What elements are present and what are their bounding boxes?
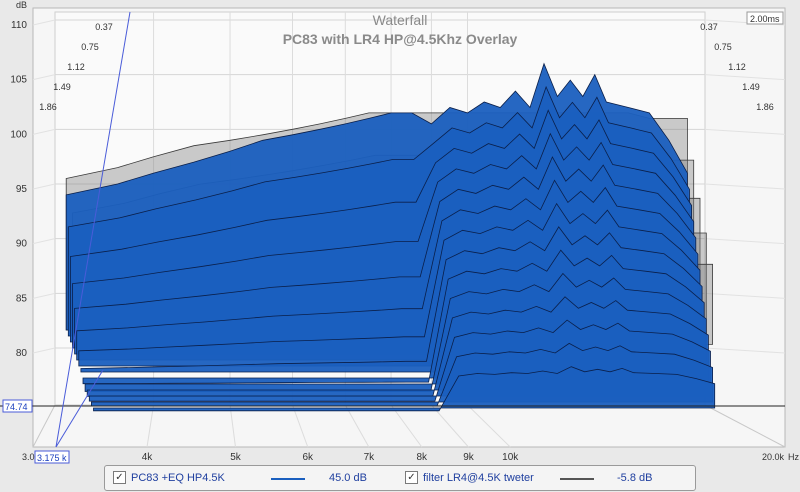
- time-label-box: [746, 11, 784, 25]
- grid-line-h-side: [32, 347, 56, 354]
- x-cursor-value: 3.175 k: [37, 453, 67, 463]
- depth-edge: [704, 404, 786, 448]
- depth-edge: [32, 404, 56, 448]
- waterfall-slices: [65, 62, 716, 412]
- time-tick-label-right: 1.49: [742, 82, 760, 92]
- grid-line-floor: [146, 404, 155, 448]
- x-tick-label: 5k: [230, 452, 242, 463]
- grid-line-h-side: [32, 19, 56, 26]
- grid-line-h-side: [32, 292, 56, 299]
- y-tick-label: 105: [10, 75, 27, 86]
- time-tick-label-left: 1.86: [39, 102, 57, 112]
- cursor-line-floor: [55, 369, 104, 448]
- x-tick-label: 7k: [364, 452, 376, 463]
- cursor-line-vertical: [55, 11, 131, 448]
- chart-subtitle: PC83 with LR4 HP@4.5Khz Overlay: [283, 31, 518, 47]
- y-tick-label: 90: [16, 239, 28, 250]
- axes: 0.37 0.75 1.12 1.49 1.86 0.37 0.75 1.12 1.49 1.86…: [0, 0, 799, 464]
- grid-line-floor: [292, 404, 309, 448]
- legend-value-filter: -5.8 dB: [617, 472, 653, 484]
- legend-label-filter: filter LR4@4.5K tweter: [423, 472, 534, 484]
- y-axis-label: dB: [16, 0, 27, 10]
- time-tick-label-left: 1.49: [53, 82, 71, 92]
- grid-line-h-side: [704, 347, 786, 354]
- grid-line-h-side: [32, 183, 56, 190]
- grid-line-h-side: [32, 74, 56, 81]
- time-tick-label-left: 0.37: [95, 22, 113, 32]
- pc83-slice: [93, 366, 716, 412]
- y-tick-label: 80: [16, 348, 28, 359]
- y-tick-label: 95: [16, 184, 28, 195]
- checkbox-filter[interactable]: ✓: [405, 471, 418, 484]
- time-axis-label: 2.00ms: [750, 14, 780, 24]
- legend-label-pc83: PC83 +EQ HP4.5K: [131, 472, 225, 484]
- x-tick-label: 6k: [302, 452, 314, 463]
- y-tick-label: 85: [16, 293, 28, 304]
- legend: ✓ PC83 +EQ HP4.5K 45.0 dB ✓ filter LR4@4…: [104, 465, 696, 491]
- time-tick-label-right: 0.75: [714, 42, 732, 52]
- time-tick-label-left: 0.75: [81, 42, 99, 52]
- grid-line-floor: [344, 404, 370, 448]
- x-tick-label: 4k: [142, 452, 154, 463]
- x-start-label: 3.0: [22, 452, 35, 462]
- y-cursor-value: 74.74: [5, 402, 28, 412]
- grid-line-floor: [431, 404, 469, 448]
- grid-line-floor: [229, 404, 236, 448]
- time-tick-label-right: 0.37: [700, 22, 718, 32]
- grid-line-h-side: [704, 238, 786, 245]
- legend-value-pc83: 45.0 dB: [329, 472, 367, 484]
- legend-swatch-filter: [560, 478, 594, 480]
- grid-line-h-side: [704, 128, 786, 135]
- grid-line-h-side: [704, 292, 786, 299]
- x-end-label: 20.0k: [762, 452, 785, 462]
- grid-line-h-side: [32, 238, 56, 245]
- grid-line-h-side: [32, 128, 56, 135]
- x-tick-label: 9k: [463, 452, 475, 463]
- legend-item-pc83[interactable]: ✓ PC83 +EQ HP4.5K 45.0 dB: [113, 470, 373, 486]
- y-tick-label: 100: [10, 129, 27, 140]
- y-tick-label: 110: [11, 20, 27, 31]
- x-tick-label: 8k: [417, 452, 429, 463]
- grid-line-floor: [390, 404, 423, 448]
- time-tick-label-right: 1.86: [756, 102, 774, 112]
- time-tick-label-right: 1.12: [728, 62, 746, 72]
- grid-line-h-side: [704, 74, 786, 81]
- y-cursor-box: [2, 399, 33, 413]
- x-axis-unit: Hz: [788, 452, 799, 462]
- checkbox-pc83[interactable]: ✓: [113, 471, 126, 484]
- x-tick-label: 10k: [502, 452, 519, 463]
- time-tick-label-left: 1.12: [67, 62, 85, 72]
- grid-line-floor: [467, 404, 511, 448]
- legend-item-filter[interactable]: ✓ filter LR4@4.5K tweter -5.8 dB: [405, 470, 690, 486]
- legend-swatch-pc83: [271, 478, 305, 480]
- x-cursor-box: [34, 450, 70, 464]
- grid-line-h-side: [704, 183, 786, 190]
- chart-title: Waterfall: [373, 12, 428, 28]
